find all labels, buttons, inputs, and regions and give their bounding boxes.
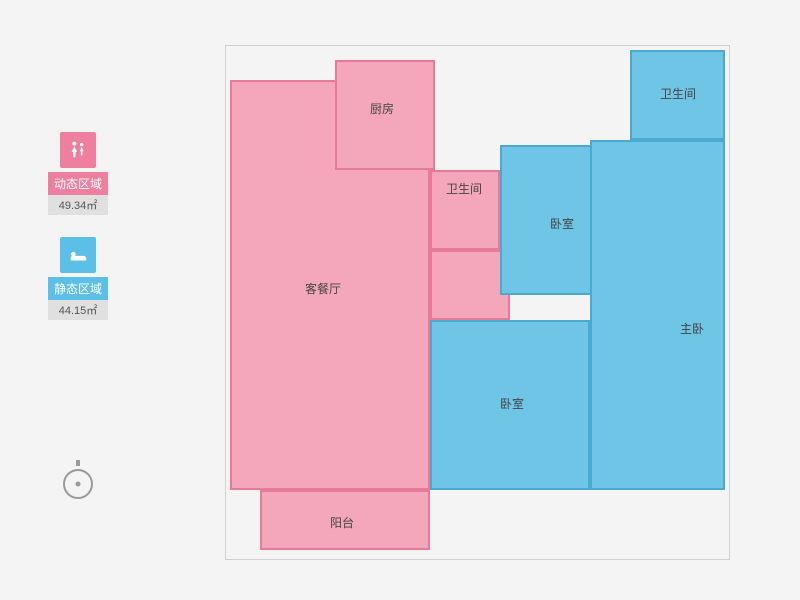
legend-static: 静态区域 44.15㎡ xyxy=(48,237,108,320)
legend-static-value: 44.15㎡ xyxy=(48,300,108,320)
room-label-master: 主卧 xyxy=(680,320,704,337)
compass-icon xyxy=(60,460,96,509)
room-label-bed1: 卧室 xyxy=(550,215,574,232)
room-master xyxy=(590,140,725,490)
room-hall xyxy=(430,250,510,320)
room-label-living: 客餐厅 xyxy=(305,280,341,297)
legend-static-label: 静态区域 xyxy=(48,277,108,300)
room-label-bath1: 卫生间 xyxy=(446,180,482,197)
sleep-icon xyxy=(60,237,96,273)
room-label-bed2: 卧室 xyxy=(500,395,524,412)
legend-dynamic: 动态区域 49.34㎡ xyxy=(48,132,108,215)
legend-dynamic-label: 动态区域 xyxy=(48,172,108,195)
legend-dynamic-value: 49.34㎡ xyxy=(48,195,108,215)
floorplan: 客餐厅厨房卫生间阳台卫生间卧室主卧卧室 xyxy=(170,30,730,570)
legend: 动态区域 49.34㎡ 静态区域 44.15㎡ xyxy=(48,132,108,342)
room-label-kitchen: 厨房 xyxy=(370,100,394,117)
room-label-bath2: 卫生间 xyxy=(660,85,696,102)
room-label-balcony: 阳台 xyxy=(330,514,354,531)
people-icon xyxy=(60,132,96,168)
